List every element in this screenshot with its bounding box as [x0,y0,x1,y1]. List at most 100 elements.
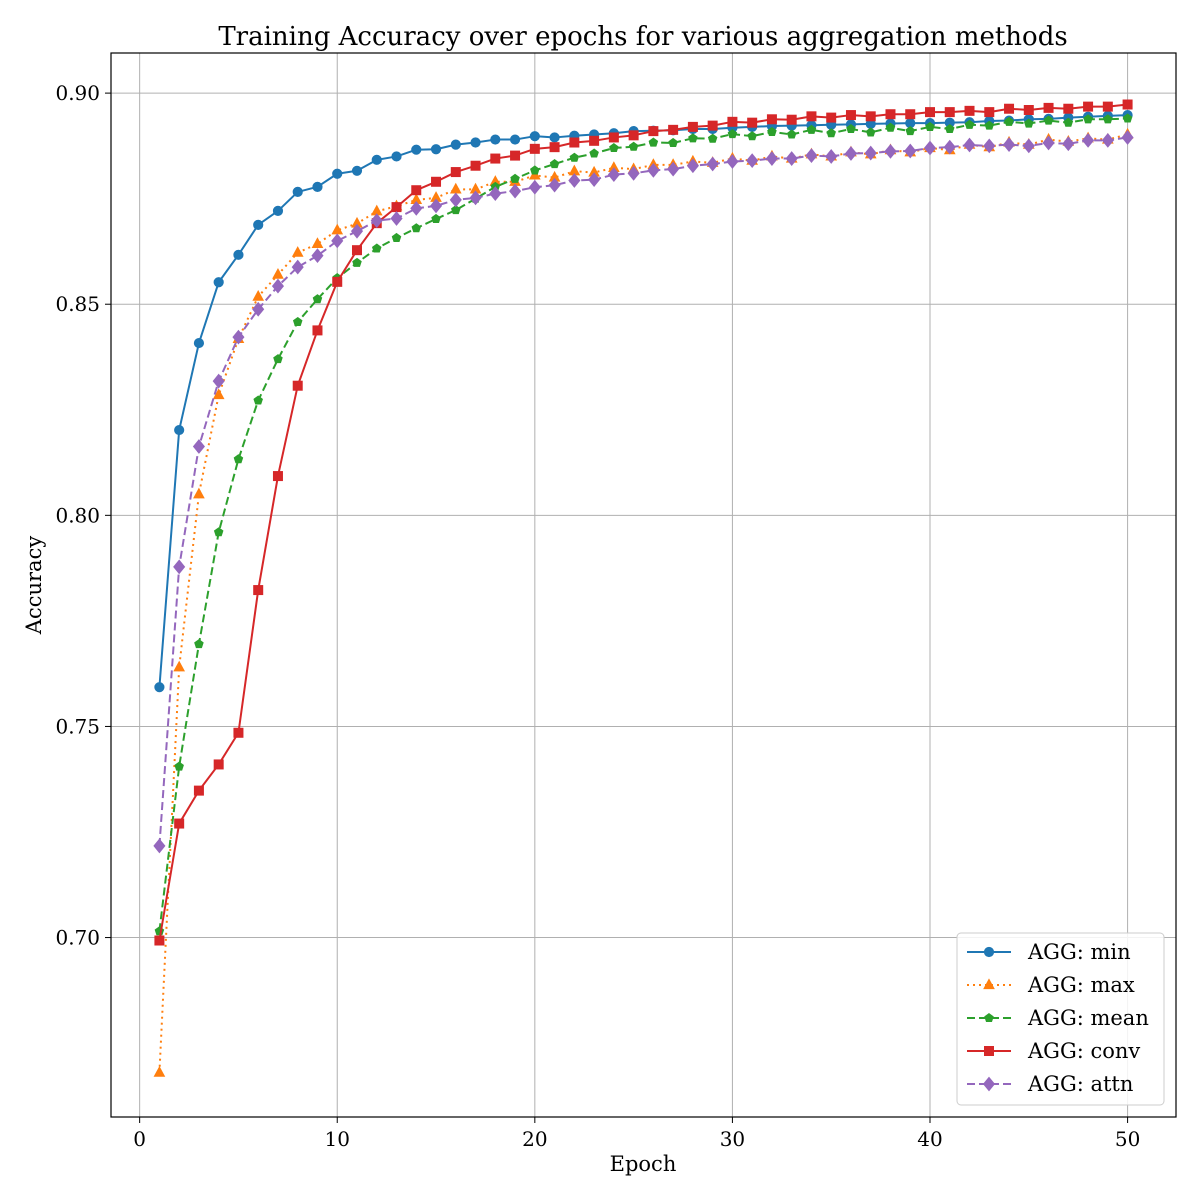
data-point [272,205,284,217]
data-point [1121,130,1134,145]
x-tick-label: 30 [720,1127,745,1151]
data-point [1122,99,1133,110]
data-point [391,202,402,213]
data-point [213,277,224,288]
data-point [826,112,837,123]
data-point [943,139,956,155]
data-point [864,145,877,161]
data-point [647,162,660,178]
data-point [1063,103,1074,114]
legend: AGG: min AGG: max AGG: mean AGG: conv AGG: a… [956,932,1165,1106]
data-point [608,132,619,143]
legend-entry: AGG: attn [967,1072,1133,1096]
data-point [489,186,502,201]
data-point [627,165,640,181]
legend-marker [983,946,995,958]
data-point [1004,116,1014,126]
data-point [509,183,522,199]
data-point [253,395,263,405]
legend-entry: AGG: mean [967,1006,1149,1030]
data-point [846,123,856,134]
x-axis-label: Epoch [610,1152,677,1176]
legend-label: AGG: mean [1027,1006,1149,1030]
data-point [607,167,620,182]
grid-lines [111,53,1176,1117]
data-point [726,154,739,169]
data-point [983,138,996,154]
data-point [648,137,659,147]
legend-label: AGG: conv [1027,1039,1140,1063]
data-point [668,124,679,135]
data-point [885,109,896,120]
data-point [1024,118,1034,128]
data-point [687,121,698,132]
data-point [173,660,186,672]
data-point [292,186,303,198]
data-point [332,168,343,179]
data-point [232,329,245,345]
data-point [410,200,423,216]
data-point [568,173,581,188]
data-point [1022,138,1035,154]
data-point [1102,101,1113,112]
data-point [529,143,540,154]
data-point [173,559,186,575]
data-point [548,177,561,193]
data-point [312,181,323,192]
data-point [371,154,382,165]
data-point [450,167,461,178]
data-point [1063,117,1074,127]
data-point [667,161,680,177]
data-point [529,131,540,142]
data-point [1103,114,1113,124]
x-tick-label: 50 [1115,1127,1140,1151]
plot-frame [110,52,1177,1118]
data-point [1062,136,1075,152]
data-point [549,142,560,153]
data-point [312,325,323,336]
data-point [747,117,758,128]
legend-marker [984,1012,994,1023]
data-point [569,137,580,148]
data-point [589,148,599,158]
data-point [431,213,441,223]
data-point [588,172,601,188]
data-point [1043,115,1054,125]
data-point [786,129,797,139]
legend-box [956,932,1165,1106]
data-point [844,146,858,161]
data-point [805,148,818,163]
y-tick-label: 0.85 [55,292,100,316]
data-point [688,133,698,143]
data-point [350,223,364,239]
data-point [469,190,482,206]
legend-marker [983,978,995,990]
data-point [707,120,718,131]
data-point [233,249,244,260]
data-point [429,198,443,214]
data-point [370,213,383,229]
data-point [212,373,225,389]
data-point [767,126,777,137]
axis-ticks: 0 10 20 30 40 50 0.70 0.75 0.80 0.85 0.90 [55,81,1140,1151]
data-point [1082,133,1095,148]
data-point [351,245,362,256]
data-point [509,134,521,145]
series-5 [153,130,1134,854]
data-point [648,126,659,137]
data-point [528,168,541,180]
y-tick-label: 0.80 [55,503,100,527]
data-point [766,114,777,125]
data-point [549,159,560,169]
data-point [628,141,639,151]
data-point [174,761,184,771]
data-point [332,276,343,287]
data-point [291,246,304,257]
data-point [431,176,442,187]
data-point [925,121,935,131]
data-point [193,337,205,349]
data-point [549,132,560,143]
data-point [192,439,205,454]
chart-title: Training Accuracy over epochs for variou… [218,22,1067,52]
data-point [706,156,719,172]
